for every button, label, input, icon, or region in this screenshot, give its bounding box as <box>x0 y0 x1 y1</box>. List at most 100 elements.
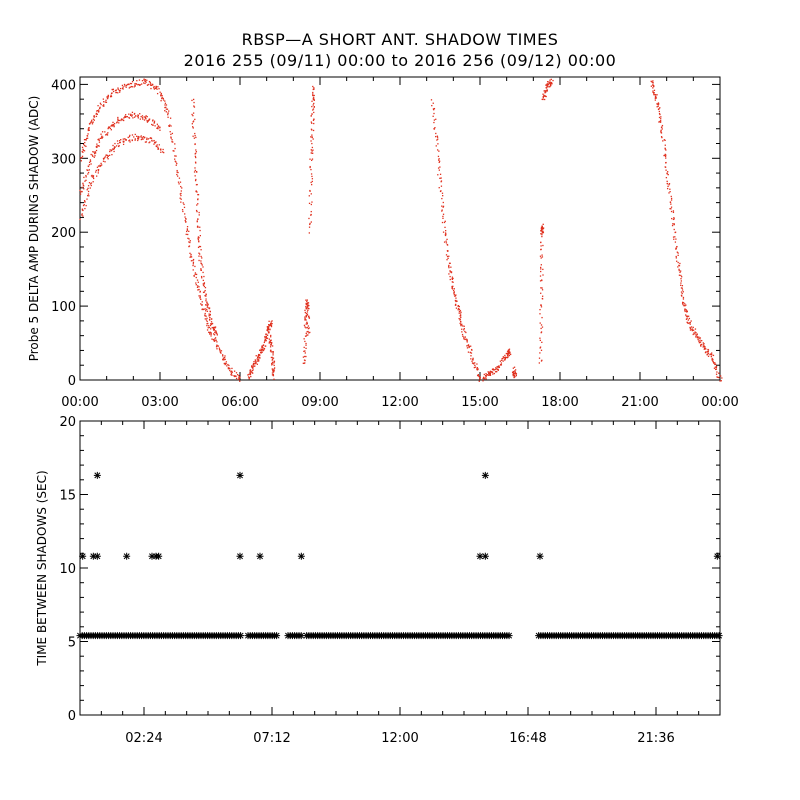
top-data-point <box>271 342 273 344</box>
top-data-point <box>200 303 202 305</box>
top-data-point <box>159 129 161 131</box>
top-data-point <box>98 145 100 147</box>
top-data-point <box>164 102 167 104</box>
top-data-point <box>687 319 689 321</box>
top-data-point <box>252 369 254 371</box>
top-data-point <box>264 336 267 338</box>
top-data-point <box>540 245 542 247</box>
top-data-point <box>715 365 718 368</box>
top-data-point <box>161 95 163 97</box>
top-data-point <box>664 148 666 150</box>
top-data-point <box>79 193 82 195</box>
top-data-point <box>159 126 161 128</box>
top-data-point <box>204 312 206 315</box>
top-data-point <box>198 245 201 248</box>
top-data-point <box>703 343 705 345</box>
top-data-point <box>461 323 463 325</box>
top-data-point <box>101 137 103 139</box>
top-data-point <box>81 186 83 189</box>
top-data-point <box>109 127 112 130</box>
top-data-point <box>137 139 139 142</box>
top-data-point <box>181 209 184 211</box>
top-data-point <box>458 308 461 311</box>
top-data-point <box>711 357 713 360</box>
top-data-point <box>146 120 148 122</box>
top-data-point <box>662 140 664 142</box>
top-data-point <box>204 289 206 292</box>
top-data-point <box>137 135 139 138</box>
top-data-point <box>177 171 179 174</box>
top-data-point <box>85 174 87 177</box>
top-data-point <box>720 380 722 382</box>
top-data-point <box>200 269 202 271</box>
top-data-point <box>691 328 693 331</box>
top-data-point <box>460 311 462 313</box>
top-data-point <box>271 374 274 376</box>
top-data-point <box>502 356 504 358</box>
top-data-point <box>271 356 273 359</box>
top-data-point <box>82 148 84 151</box>
top-data-point <box>123 117 125 119</box>
top-data-point <box>310 181 312 184</box>
top-data-point <box>307 330 309 333</box>
top-data-point <box>711 354 713 356</box>
top-data-point <box>272 357 275 359</box>
top-series-segment <box>79 111 161 195</box>
top-data-point <box>311 136 313 138</box>
top-data-point <box>671 224 674 227</box>
top-data-point <box>455 307 458 309</box>
top-data-point <box>95 113 97 115</box>
top-data-point <box>118 145 120 147</box>
top-data-point <box>185 218 187 220</box>
top-data-point <box>438 169 440 171</box>
top-data-point <box>540 349 543 351</box>
top-data-point <box>127 136 129 139</box>
top-data-point <box>541 297 544 300</box>
top-data-point <box>113 124 115 127</box>
top-data-point <box>540 241 542 243</box>
top-data-point <box>161 151 164 153</box>
top-data-point <box>272 352 274 354</box>
top-data-point <box>88 195 90 197</box>
top-data-point <box>699 339 701 341</box>
top-data-point <box>141 117 144 119</box>
top-data-point <box>151 123 153 126</box>
top-data-point <box>680 280 682 282</box>
top-data-point <box>121 84 124 87</box>
top-data-point <box>115 145 118 147</box>
top-data-point <box>272 370 274 372</box>
top-data-point <box>150 84 153 87</box>
top-data-point <box>665 176 668 179</box>
bottom-outlier-point <box>236 471 244 479</box>
top-data-point <box>196 279 199 281</box>
top-data-point <box>178 177 181 179</box>
top-data-point <box>160 95 162 97</box>
top-y-tick-label: 200 <box>51 226 76 241</box>
top-data-point <box>106 154 108 156</box>
top-data-point <box>153 85 155 88</box>
top-data-point <box>170 133 172 136</box>
top-data-point <box>115 89 117 91</box>
top-data-point <box>83 150 86 152</box>
top-data-point <box>659 121 661 123</box>
top-data-point <box>677 254 679 256</box>
top-data-point <box>202 284 205 286</box>
top-data-point <box>174 160 176 162</box>
top-data-point <box>493 369 495 371</box>
top-data-point <box>696 337 699 339</box>
top-data-point <box>270 356 273 359</box>
top-data-point <box>255 362 257 364</box>
top-data-point <box>450 266 452 268</box>
top-data-point <box>549 79 551 81</box>
top-data-point <box>231 374 233 376</box>
top-data-point <box>175 161 177 163</box>
top-data-point <box>540 292 542 294</box>
top-data-point <box>442 231 445 233</box>
top-data-point <box>692 329 695 331</box>
top-data-point <box>508 354 511 357</box>
top-data-point <box>194 118 196 121</box>
top-data-point <box>430 99 433 101</box>
top-data-point <box>439 166 441 168</box>
top-data-point <box>153 143 155 145</box>
top-data-point <box>199 226 201 228</box>
